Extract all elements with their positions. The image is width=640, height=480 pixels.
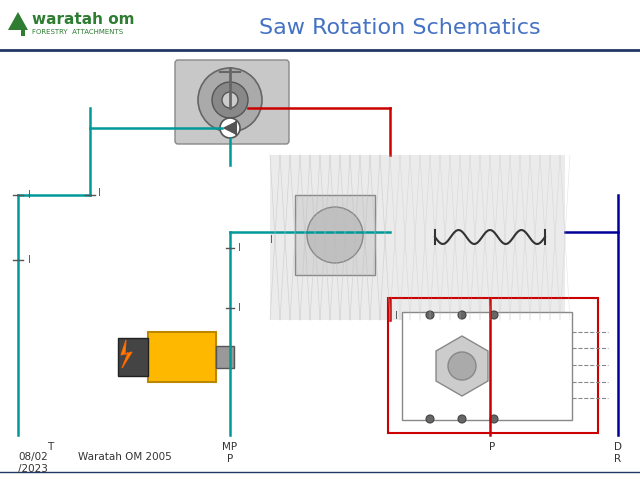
Circle shape	[307, 207, 363, 263]
Text: waratah om: waratah om	[32, 12, 134, 27]
Bar	[118, 338, 148, 376]
Bar	[388, 298, 598, 433]
Bar	[295, 195, 375, 275]
Text: P: P	[489, 442, 495, 452]
Circle shape	[220, 118, 240, 138]
Bar	[402, 312, 572, 420]
Text: I: I	[395, 311, 398, 321]
Circle shape	[198, 68, 262, 132]
FancyBboxPatch shape	[175, 60, 289, 144]
Circle shape	[448, 352, 476, 380]
Bar	[270, 155, 565, 320]
Text: I: I	[270, 235, 273, 245]
Text: I: I	[238, 243, 241, 253]
Circle shape	[458, 311, 466, 319]
Text: MP
P: MP P	[223, 442, 237, 464]
Circle shape	[222, 92, 238, 108]
Bar	[148, 332, 216, 382]
Polygon shape	[224, 122, 236, 134]
Text: FORESTRY  ATTACHMENTS: FORESTRY ATTACHMENTS	[32, 29, 123, 35]
Text: I: I	[238, 303, 241, 313]
Circle shape	[490, 415, 498, 423]
Polygon shape	[8, 12, 28, 30]
Bar	[216, 346, 234, 368]
Text: Saw Rotation Schematics: Saw Rotation Schematics	[259, 18, 541, 38]
Text: I: I	[28, 190, 31, 200]
Text: I: I	[28, 255, 31, 265]
Text: Waratah OM 2005: Waratah OM 2005	[78, 452, 172, 462]
Circle shape	[490, 311, 498, 319]
Circle shape	[212, 82, 248, 118]
Text: I: I	[98, 188, 101, 198]
Text: T: T	[47, 442, 53, 452]
Text: 08/02
/2023: 08/02 /2023	[18, 452, 48, 474]
Bar	[21, 30, 25, 36]
Circle shape	[426, 415, 434, 423]
Circle shape	[426, 311, 434, 319]
Polygon shape	[121, 340, 132, 368]
Text: D
R: D R	[614, 442, 622, 464]
Circle shape	[458, 415, 466, 423]
